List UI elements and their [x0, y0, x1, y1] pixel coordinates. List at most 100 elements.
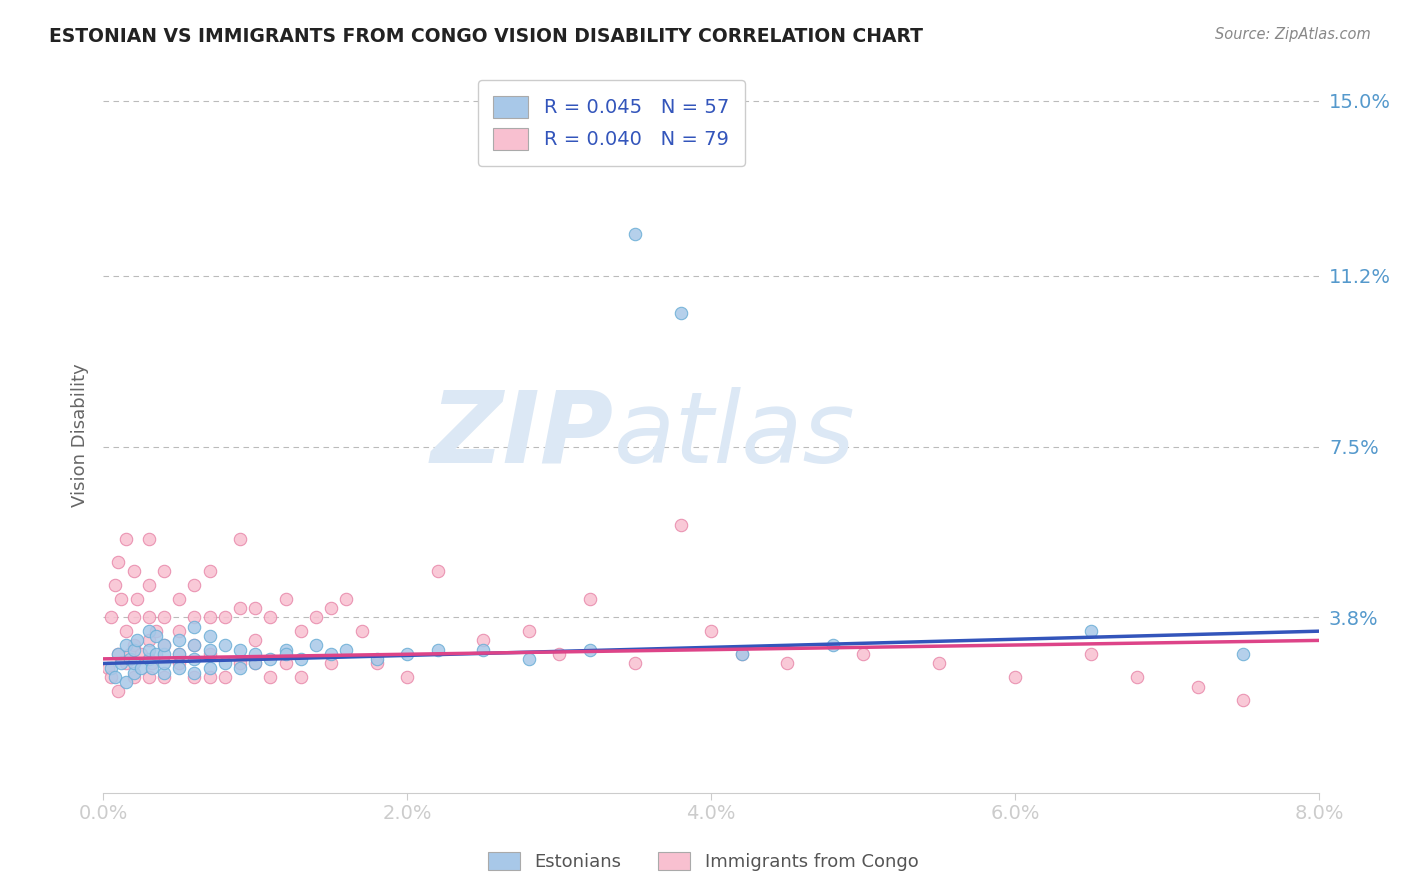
- Point: [138, 642, 160, 657]
- Point: [229, 642, 252, 657]
- Point: [198, 670, 221, 684]
- Point: [335, 642, 357, 657]
- Point: [107, 684, 129, 698]
- Point: [198, 564, 221, 578]
- Point: [100, 610, 122, 624]
- Point: [243, 657, 266, 671]
- Point: [100, 670, 122, 684]
- Point: [115, 532, 138, 546]
- Point: [153, 610, 176, 624]
- Point: [122, 564, 145, 578]
- Point: [115, 657, 138, 671]
- Point: [852, 647, 875, 661]
- Point: [229, 661, 252, 675]
- Point: [141, 661, 163, 675]
- Point: [259, 652, 281, 666]
- Point: [624, 657, 647, 671]
- Point: [396, 647, 419, 661]
- Point: [107, 555, 129, 569]
- Point: [366, 657, 388, 671]
- Point: [243, 657, 266, 671]
- Point: [730, 647, 752, 661]
- Point: [129, 647, 152, 661]
- Point: [472, 633, 495, 648]
- Point: [517, 652, 540, 666]
- Point: [821, 638, 844, 652]
- Text: ZIP: ZIP: [430, 386, 614, 483]
- Point: [214, 657, 236, 671]
- Point: [548, 647, 571, 661]
- Point: [776, 657, 799, 671]
- Point: [167, 591, 190, 606]
- Point: [321, 601, 343, 615]
- Point: [183, 638, 205, 652]
- Legend: Estonians, Immigrants from Congo: Estonians, Immigrants from Congo: [481, 845, 925, 879]
- Point: [153, 657, 176, 671]
- Point: [183, 670, 205, 684]
- Point: [290, 652, 312, 666]
- Point: [138, 532, 160, 546]
- Point: [110, 591, 132, 606]
- Point: [426, 642, 449, 657]
- Point: [290, 624, 312, 639]
- Point: [350, 624, 373, 639]
- Point: [167, 661, 190, 675]
- Point: [578, 642, 600, 657]
- Point: [928, 657, 950, 671]
- Point: [183, 610, 205, 624]
- Point: [229, 601, 252, 615]
- Point: [517, 624, 540, 639]
- Point: [104, 578, 127, 592]
- Point: [122, 610, 145, 624]
- Point: [153, 638, 176, 652]
- Point: [97, 661, 120, 675]
- Point: [167, 633, 190, 648]
- Point: [229, 657, 252, 671]
- Point: [107, 647, 129, 661]
- Point: [167, 624, 190, 639]
- Text: atlas: atlas: [614, 386, 855, 483]
- Point: [198, 661, 221, 675]
- Point: [122, 642, 145, 657]
- Point: [1232, 693, 1254, 707]
- Point: [145, 624, 167, 639]
- Point: [115, 674, 138, 689]
- Point: [120, 647, 142, 661]
- Point: [110, 657, 132, 671]
- Point: [214, 638, 236, 652]
- Point: [578, 591, 600, 606]
- Point: [1126, 670, 1149, 684]
- Point: [198, 647, 221, 661]
- Point: [167, 647, 190, 661]
- Point: [153, 647, 176, 661]
- Point: [305, 638, 328, 652]
- Point: [183, 578, 205, 592]
- Point: [259, 670, 281, 684]
- Point: [198, 610, 221, 624]
- Point: [274, 642, 297, 657]
- Point: [122, 670, 145, 684]
- Point: [115, 624, 138, 639]
- Point: [274, 591, 297, 606]
- Point: [396, 670, 419, 684]
- Point: [153, 665, 176, 680]
- Point: [1004, 670, 1026, 684]
- Point: [426, 564, 449, 578]
- Point: [125, 591, 148, 606]
- Point: [183, 619, 205, 633]
- Point: [259, 610, 281, 624]
- Point: [138, 633, 160, 648]
- Point: [669, 518, 692, 533]
- Point: [138, 624, 160, 639]
- Point: [730, 647, 752, 661]
- Point: [243, 633, 266, 648]
- Point: [129, 661, 152, 675]
- Point: [366, 652, 388, 666]
- Point: [243, 601, 266, 615]
- Point: [1080, 624, 1102, 639]
- Point: [107, 647, 129, 661]
- Point: [274, 647, 297, 661]
- Point: [335, 591, 357, 606]
- Y-axis label: Vision Disability: Vision Disability: [72, 363, 89, 507]
- Point: [214, 610, 236, 624]
